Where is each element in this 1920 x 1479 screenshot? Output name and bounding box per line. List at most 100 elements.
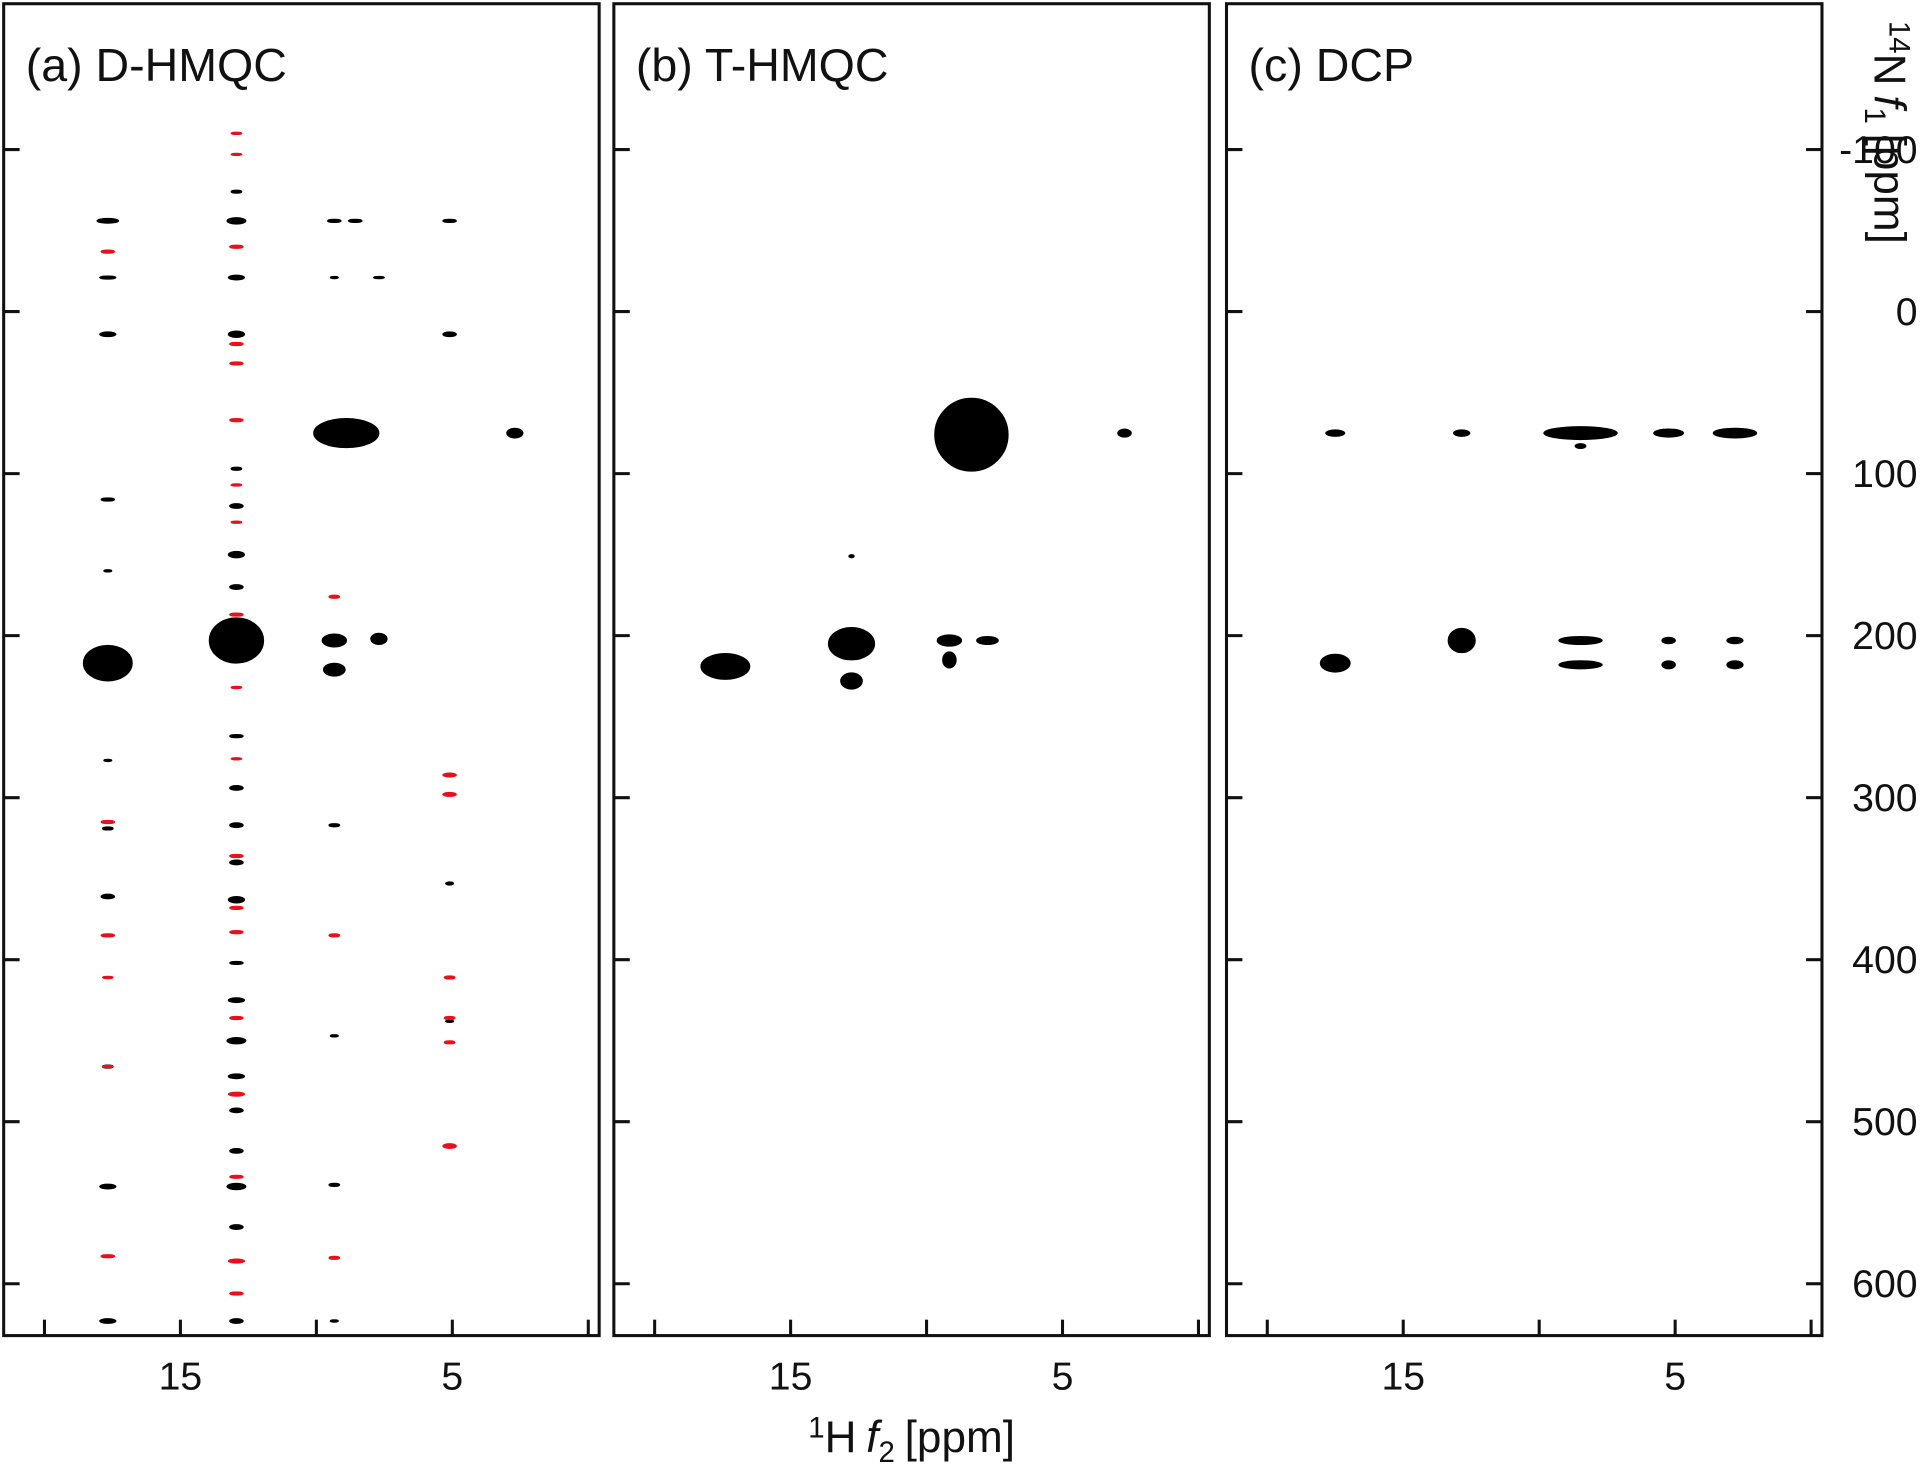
- peak: [1319, 653, 1351, 673]
- panel-frame: [2, 2, 601, 1338]
- peak: [100, 497, 116, 502]
- sup: 14: [1882, 21, 1915, 54]
- peak: [327, 218, 342, 223]
- panel-title: (c) DCP: [1249, 39, 1414, 91]
- peak: [1117, 428, 1132, 438]
- x-tick-label: 15: [1381, 1356, 1425, 1399]
- peak: [445, 1019, 455, 1023]
- y-tick-label: 600: [1852, 1263, 1917, 1306]
- x-tick-label: 15: [159, 1356, 203, 1399]
- peak: [208, 617, 265, 664]
- peak: [100, 1254, 116, 1259]
- peak: [229, 859, 244, 866]
- peak: [230, 757, 243, 761]
- peak: [442, 772, 457, 778]
- peak: [328, 594, 341, 599]
- peak: [827, 627, 876, 661]
- y-tick-label: 400: [1852, 939, 1917, 982]
- peak: [227, 896, 246, 904]
- peak: [99, 275, 117, 280]
- peak: [229, 822, 244, 829]
- peak: [936, 634, 963, 647]
- peak: [442, 791, 457, 797]
- y-axis-label: 14Nf1[ppm]: [1858, 21, 1916, 244]
- peak: [1558, 660, 1603, 670]
- peak: [442, 1143, 457, 1149]
- peak: [230, 520, 243, 524]
- peak: [329, 1319, 339, 1323]
- peak: [1558, 635, 1603, 646]
- peak: [230, 189, 243, 194]
- peak: [229, 341, 244, 347]
- peak: [328, 1182, 341, 1188]
- peak: [229, 503, 244, 509]
- peak: [329, 275, 339, 280]
- nucleus: N: [1865, 54, 1914, 86]
- x-tick-label: 5: [1664, 1356, 1686, 1399]
- peak: [229, 1015, 244, 1021]
- peak: [230, 685, 243, 690]
- peak: [82, 644, 133, 682]
- y-tick-label: 500: [1852, 1101, 1917, 1144]
- peak: [100, 933, 116, 938]
- peak: [443, 1040, 456, 1045]
- peak: [227, 1091, 246, 1097]
- peak: [976, 635, 999, 646]
- peak: [1325, 429, 1346, 437]
- peak: [328, 933, 341, 938]
- peak: [229, 1147, 244, 1154]
- peak: [229, 1291, 244, 1296]
- peak: [226, 1036, 247, 1045]
- peak: [229, 930, 244, 935]
- peak: [328, 823, 341, 828]
- peak: [322, 662, 346, 677]
- sub: 2: [879, 1436, 895, 1469]
- peak: [321, 633, 348, 648]
- y-tick-label: 100: [1852, 453, 1917, 496]
- peak: [226, 1182, 247, 1191]
- peak: [103, 569, 113, 573]
- peak: [1447, 627, 1476, 654]
- peak: [229, 1174, 244, 1179]
- peak: [372, 275, 385, 280]
- peak: [442, 331, 457, 338]
- peak: [1543, 426, 1618, 441]
- peak: [229, 905, 244, 910]
- y-tick-label: -100: [1839, 129, 1917, 172]
- peak: [1661, 636, 1676, 645]
- x-tick-label: 15: [769, 1356, 813, 1399]
- panel-frame: [1224, 2, 1824, 1338]
- peak: [229, 1224, 244, 1230]
- peak: [1661, 660, 1676, 670]
- unit: [ppm]: [905, 1413, 1015, 1462]
- peak: [230, 152, 243, 157]
- peak: [101, 1064, 114, 1069]
- peak: [1726, 636, 1744, 645]
- peak: [227, 330, 246, 338]
- peak: [1726, 660, 1744, 670]
- peak: [100, 893, 116, 900]
- peak: [445, 881, 455, 886]
- peak: [329, 1034, 339, 1038]
- y-tick-label: 300: [1852, 777, 1917, 820]
- panel-title: (a) D-HMQC: [26, 39, 287, 91]
- peak: [443, 1015, 456, 1021]
- y-tick-label: 0: [1896, 291, 1918, 334]
- x-tick-label: 5: [441, 1356, 463, 1399]
- peak: [229, 785, 244, 791]
- peak: [227, 274, 246, 281]
- peak: [229, 733, 244, 739]
- peak: [230, 483, 243, 487]
- peak: [1653, 428, 1685, 438]
- peak: [230, 466, 243, 471]
- peak: [230, 131, 243, 136]
- peak: [101, 826, 114, 831]
- peak: [700, 652, 751, 680]
- peak: [227, 550, 246, 559]
- peak: [99, 1318, 117, 1324]
- peak: [229, 244, 244, 249]
- peak: [506, 427, 524, 439]
- x-tick-label: 5: [1052, 1356, 1074, 1399]
- sup: 1: [808, 1411, 824, 1444]
